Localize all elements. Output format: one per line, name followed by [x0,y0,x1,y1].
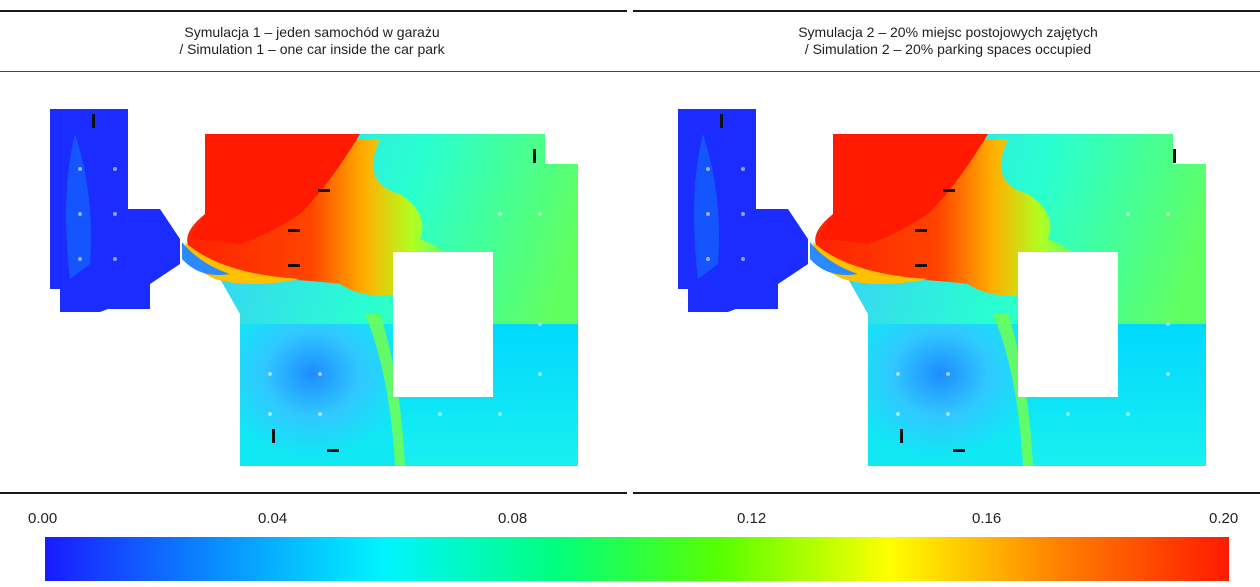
simulation-1-contour-map [0,74,620,488]
caption-simulation-2: Symulacja 2 – 20% miejsc postojowych zaj… [636,24,1260,58]
caption-sim1-line1: Symulacja 1 – jeden samochód w garażu [184,24,440,40]
colorbar-tick-label: 0.12 [737,510,767,527]
header-rule [0,71,1260,72]
colorbar-tick-label: 0.08 [498,510,528,527]
caption-sim2-line2: / Simulation 2 – 20% parking spaces occu… [804,41,1092,57]
colorbar [45,537,1229,581]
column-gap [627,490,633,496]
colorbar-tick-label: 0.20 [1209,510,1239,527]
contour-map-svg [678,109,1206,466]
column-gap [627,8,633,14]
colorbar-tick-label: 0.00 [28,510,58,527]
caption-sim2-line1: Symulacja 2 – 20% miejsc postojowych zaj… [798,24,1098,40]
simulation-2-contour-map [633,74,1253,488]
contour-map-svg [50,109,578,466]
caption-sim1-line2: / Simulation 1 – one car inside the car … [179,41,445,57]
caption-simulation-1: Symulacja 1 – jeden samochód w garażu / … [0,24,624,58]
colorbar-tick-label: 0.16 [972,510,1002,527]
colorbar-tick-label: 0.04 [258,510,288,527]
